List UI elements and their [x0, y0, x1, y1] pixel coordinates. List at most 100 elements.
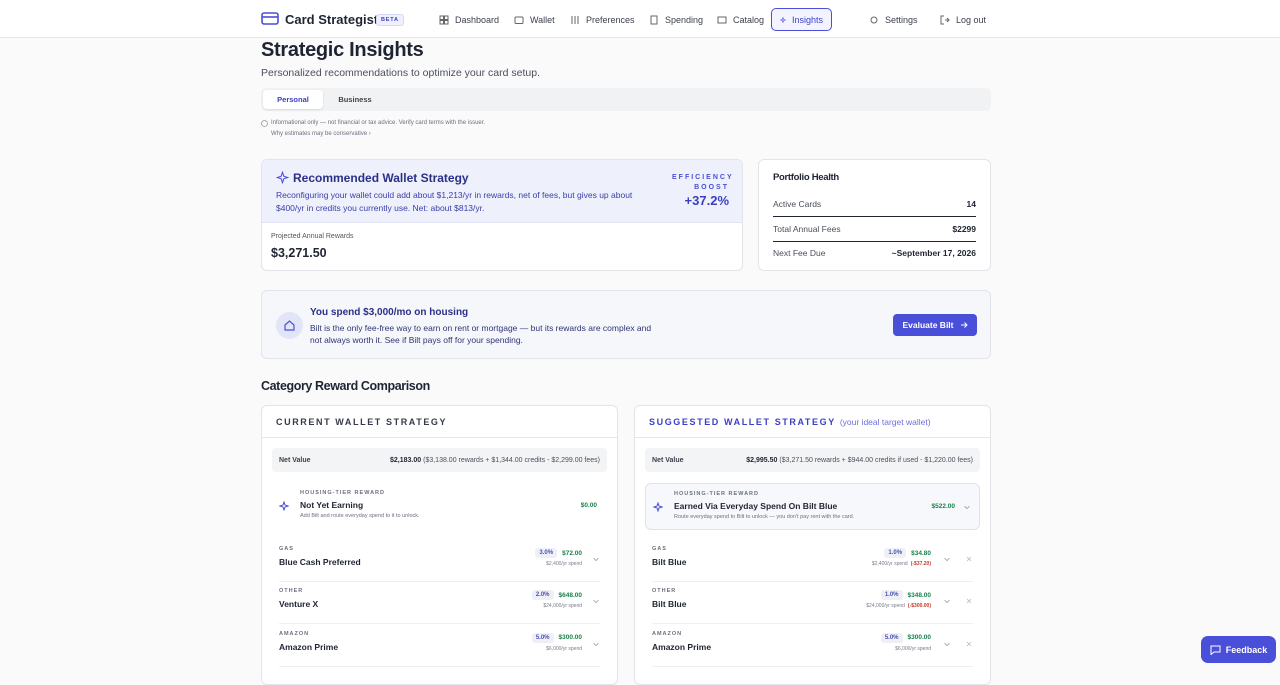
- brand-name[interactable]: Card Strategist: [285, 12, 379, 27]
- brand-logo: [261, 12, 279, 25]
- spend-line: $24,000/yr spend (-$300.00): [866, 603, 931, 609]
- nav-label: Catalog: [733, 14, 765, 25]
- housing-desc: Add Bilt and route everyday spend to it …: [300, 513, 420, 519]
- button-label: Evaluate Bilt: [902, 320, 954, 330]
- category-label: OTHER: [652, 588, 677, 595]
- nav-label: Insights: [791, 14, 823, 25]
- rate-pill: 2.0%: [531, 590, 554, 601]
- reward-line: 1.0% $34.80: [884, 548, 931, 558]
- spend-line: $2,400/yr spend: [546, 561, 582, 567]
- spend-line: $6,000/yr spend: [895, 646, 931, 652]
- card-name: Bilt Blue: [652, 599, 687, 610]
- expand-chevron[interactable]: [592, 640, 600, 648]
- portfolio-card: Portfolio Health Active Cards 14 Total Ann…: [758, 159, 991, 271]
- reward-line: 3.0% $72.00: [535, 548, 582, 558]
- sparkle-icon: [276, 171, 289, 184]
- tab[interactable]: Business: [338, 95, 372, 104]
- portfolio-label: Total Annual Fees: [773, 223, 841, 234]
- spend: $6,000/yr spend: [546, 645, 582, 652]
- portfolio-label: Next Fee Due: [773, 248, 826, 258]
- nav-item-active[interactable]: Insights: [771, 8, 832, 31]
- card-name: Venture X: [279, 599, 319, 610]
- beta-badge: BETA: [376, 14, 404, 26]
- projected-value: $3,271.50: [271, 246, 327, 260]
- housing-text: Bilt is the only fee-free way to earn on…: [310, 323, 652, 345]
- nav-label: Log out: [956, 14, 987, 25]
- nav-item[interactable]: Settings: [861, 8, 926, 31]
- housing-reward: HOUSING-TIER REWARD Not Yet Earning Add Bi…: [272, 483, 607, 530]
- portfolio-value: 14: [966, 199, 976, 209]
- tab-active[interactable]: Personal: [263, 90, 323, 109]
- portfolio-value: ~September 17, 2026: [891, 248, 976, 258]
- nav-item[interactable]: Wallet: [506, 8, 563, 31]
- housing-card: You spend $3,000/mo on housing Bilt is t…: [261, 290, 991, 359]
- spend-line: $24,000/yr spend: [543, 603, 582, 609]
- expand-chevron[interactable]: [592, 555, 600, 563]
- tab-bar: Personal Business: [261, 88, 991, 111]
- net-label: Net Value: [279, 456, 311, 464]
- feedback-label: Feedback: [1225, 644, 1268, 655]
- boost-label: EFFICIENCY BOOST: [672, 174, 734, 191]
- heading-text: SUGGESTED WALLET STRATEGY: [649, 417, 836, 427]
- portfolio-row: Next Fee Due ~September 17, 2026: [773, 248, 976, 266]
- feedback-button[interactable]: Feedback: [1201, 636, 1276, 663]
- comparison-title: Category Reward Comparison: [261, 379, 430, 393]
- expand-chevron[interactable]: [943, 597, 951, 605]
- remove-icon[interactable]: [965, 597, 973, 605]
- category-label: AMAZON: [652, 630, 683, 637]
- spend-line: $6,000/yr spend: [546, 646, 582, 652]
- reward-line: 5.0% $300.00: [531, 632, 582, 643]
- nav-item[interactable]: Spending: [641, 8, 711, 31]
- disclaimer-link[interactable]: Why estimates may be conservative ›: [271, 131, 371, 137]
- evaluate-button[interactable]: Evaluate Bilt: [893, 314, 977, 336]
- spend: $24,000/yr spend: [866, 603, 905, 610]
- recommended-text: Reconfiguring your wallet could add abou…: [276, 190, 633, 213]
- housing-label: HOUSING-TIER REWARD: [300, 490, 385, 496]
- nav-label: Wallet: [530, 14, 555, 25]
- portfolio-label: Active Cards: [773, 199, 822, 209]
- reward-value: $648.00: [558, 591, 583, 599]
- expand-chevron[interactable]: [592, 597, 600, 605]
- difference: (-$37.20): [910, 561, 931, 567]
- page-subtitle: Personalized recommendations to optimize…: [261, 67, 540, 79]
- spend: $6,000/yr spend: [895, 645, 931, 652]
- projected-label: Projected Annual Rewards: [271, 233, 354, 240]
- rate-pill: 1.0%: [880, 590, 903, 601]
- card-name: Blue Cash Preferred: [279, 557, 361, 567]
- navbar: Card Strategist BETA Dashboard Wallet Pr…: [0, 0, 1280, 38]
- recommended-header: [262, 160, 742, 223]
- portfolio-title: Portfolio Health: [773, 172, 839, 183]
- reward-line: 5.0% $300.00: [880, 632, 931, 643]
- nav-item[interactable]: Catalog: [709, 8, 772, 31]
- nav-label: Preferences: [586, 14, 635, 25]
- sparkle-icon: [279, 501, 289, 511]
- nav-label: Spending: [665, 14, 704, 25]
- page-title: Strategic Insights: [261, 39, 424, 61]
- category-row: AMAZON Amazon Prime 5.0% $300.00 $6,000/yr s…: [652, 631, 973, 667]
- housing-name: Earned Via Everyday Spend On Bilt Blue: [674, 501, 838, 511]
- category-label: OTHER: [279, 588, 304, 595]
- remove-icon[interactable]: [965, 640, 973, 648]
- rate-pill: 5.0%: [531, 632, 554, 643]
- category-row: OTHER Bilt Blue 1.0% $348.00 $24,000/yr spen…: [652, 588, 973, 625]
- expand-chevron[interactable]: [943, 555, 951, 563]
- expand-chevron[interactable]: [943, 640, 951, 648]
- heading-note: (your ideal target wallet): [839, 417, 931, 427]
- strategy-column: CURRENT WALLET STRATEGY Net Value $2,183.0…: [261, 405, 618, 685]
- housing-value: $522.00: [931, 503, 956, 510]
- nav-item[interactable]: Dashboard: [431, 8, 507, 31]
- net-value: $2,995.50: [746, 456, 778, 464]
- arrow-icon: [960, 322, 968, 328]
- expand-chevron[interactable]: [963, 503, 971, 511]
- rate-pill: 3.0%: [535, 548, 558, 558]
- category-row: GAS Blue Cash Preferred 3.0% $72.00 $2,400/y…: [279, 546, 600, 582]
- rate-pill: 5.0%: [880, 632, 903, 643]
- reward-line: 1.0% $348.00: [880, 590, 931, 601]
- reward-value: $34.80: [911, 549, 931, 557]
- housing-value: $0.00: [580, 502, 597, 509]
- remove-icon[interactable]: [965, 555, 973, 563]
- reward-line: 2.0% $648.00: [531, 590, 583, 601]
- nav-item[interactable]: Log out: [932, 8, 994, 31]
- nav-item[interactable]: Preferences: [562, 8, 643, 31]
